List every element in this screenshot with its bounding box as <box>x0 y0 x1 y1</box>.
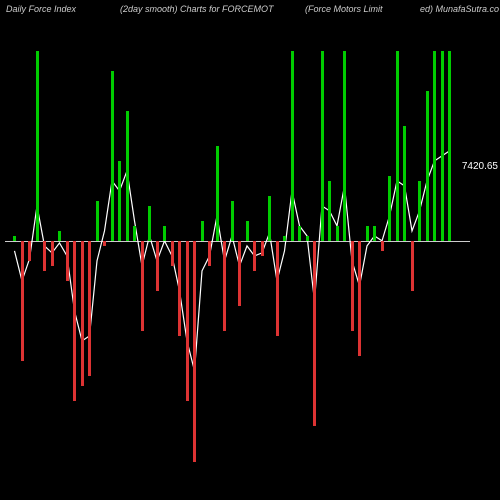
chart-bar <box>96 201 99 241</box>
chart-bar <box>208 241 211 266</box>
chart-bar <box>88 241 91 376</box>
header-left: Daily Force Index <box>6 4 76 14</box>
chart-bar <box>216 146 219 241</box>
chart-bar <box>13 236 16 241</box>
chart-bar <box>381 241 384 251</box>
chart-bar <box>156 241 159 291</box>
chart-bar <box>276 241 279 336</box>
chart-bar <box>343 51 346 241</box>
chart-bar <box>306 236 309 241</box>
chart-bar <box>28 241 31 261</box>
chart-bar <box>328 181 331 241</box>
chart-bar <box>111 71 114 241</box>
chart-bar <box>283 236 286 241</box>
chart-bar <box>148 206 151 241</box>
chart-bar <box>238 241 241 306</box>
header-center-left: (2day smooth) Charts for FORCEMOT <box>120 4 274 14</box>
chart-bar <box>51 241 54 266</box>
chart-bar <box>358 241 361 356</box>
chart-bar <box>253 241 256 271</box>
chart-bar <box>418 181 421 241</box>
chart-bar <box>178 241 181 336</box>
chart-bar <box>133 226 136 241</box>
chart-bar <box>388 176 391 241</box>
chart-bar <box>223 241 226 331</box>
chart-bar <box>36 51 39 241</box>
chart-bar <box>433 51 436 241</box>
chart-bar <box>336 226 339 241</box>
chart-bar <box>126 111 129 241</box>
chart-bar <box>261 241 264 256</box>
chart-bar <box>366 226 369 241</box>
chart-bar <box>396 51 399 241</box>
chart-bar <box>73 241 76 401</box>
chart-bar <box>201 221 204 241</box>
chart-bar <box>66 241 69 281</box>
chart-bar <box>313 241 316 426</box>
chart-bar <box>291 51 294 241</box>
chart-bar <box>103 241 106 246</box>
chart-bar <box>231 201 234 241</box>
chart-bar <box>193 241 196 462</box>
chart-bar <box>81 241 84 386</box>
chart-bar <box>268 196 271 241</box>
chart-bar <box>171 241 174 266</box>
chart-bar <box>21 241 24 361</box>
chart-bar <box>43 241 46 271</box>
header-center-right: (Force Motors Limit <box>305 4 383 14</box>
chart-bar <box>298 226 301 241</box>
chart-bar <box>448 51 451 241</box>
chart-bar <box>246 221 249 241</box>
chart-bar <box>321 51 324 241</box>
chart-bar <box>163 226 166 241</box>
chart-bar <box>441 51 444 241</box>
chart-bar <box>351 241 354 331</box>
chart-bar <box>411 241 414 291</box>
chart-bar <box>186 241 189 401</box>
current-value-label: 7420.65 <box>462 161 498 172</box>
chart-bar <box>426 91 429 241</box>
force-index-chart <box>5 20 470 490</box>
chart-bar <box>403 126 406 241</box>
chart-bar <box>118 161 121 241</box>
header-right: ed) MunafaSutra.co <box>420 4 499 14</box>
chart-bar <box>141 241 144 331</box>
chart-bar <box>373 226 376 241</box>
chart-bar <box>58 231 61 241</box>
